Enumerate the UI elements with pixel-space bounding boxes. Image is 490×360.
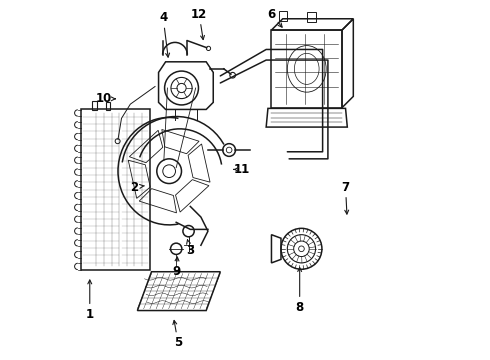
Text: 6: 6 bbox=[268, 8, 275, 21]
Text: 12: 12 bbox=[191, 8, 207, 21]
Text: 11: 11 bbox=[233, 163, 249, 176]
Bar bbox=[106, 102, 110, 110]
Text: 10: 10 bbox=[96, 93, 112, 105]
Text: 7: 7 bbox=[342, 181, 349, 194]
Text: 5: 5 bbox=[174, 336, 182, 349]
Text: 2: 2 bbox=[130, 181, 138, 194]
Text: 9: 9 bbox=[172, 265, 180, 278]
Text: 8: 8 bbox=[295, 301, 304, 314]
Bar bbox=[278, 11, 287, 21]
Bar bbox=[307, 12, 316, 22]
Bar bbox=[92, 100, 97, 111]
Text: 3: 3 bbox=[186, 244, 195, 257]
Text: 1: 1 bbox=[86, 307, 94, 320]
Text: 4: 4 bbox=[159, 11, 167, 24]
